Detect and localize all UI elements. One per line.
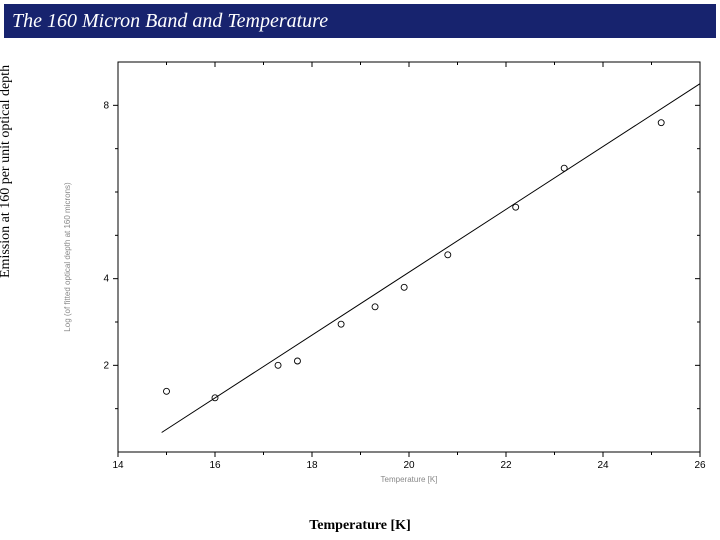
x-axis-label: Temperature [K]	[309, 518, 410, 534]
data-point	[372, 304, 378, 310]
xtick-label: 18	[306, 460, 318, 471]
xtick-label: 26	[694, 460, 706, 471]
xtick-label: 22	[500, 460, 512, 471]
ytick-label: 4	[103, 274, 109, 285]
data-point	[561, 165, 567, 171]
inner-x-label: Temperature [K]	[381, 475, 438, 484]
xtick-label: 24	[597, 460, 609, 471]
chart-svg: 14161820222426248Temperature [K]Log (of …	[40, 50, 712, 500]
title-bar: The 160 Micron Band and Temperature	[4, 4, 716, 38]
xtick-label: 14	[112, 460, 124, 471]
data-point	[445, 252, 451, 258]
data-point	[338, 321, 344, 327]
page-title: The 160 Micron Band and Temperature	[12, 10, 328, 33]
chart: 14161820222426248Temperature [K]Log (of …	[40, 50, 712, 500]
xtick-label: 16	[209, 460, 221, 471]
ytick-label: 2	[103, 360, 109, 371]
inner-y-label: Log (of fitted optical depth at 160 micr…	[63, 182, 72, 332]
fit-line	[162, 84, 700, 433]
data-point	[513, 204, 519, 210]
plot-border	[118, 62, 700, 452]
xtick-label: 20	[403, 460, 415, 471]
data-point	[294, 358, 300, 364]
data-point	[164, 388, 170, 394]
y-axis-label: Emission at 160 per unit optical depth	[0, 65, 14, 278]
ytick-label: 8	[103, 100, 109, 111]
data-point	[401, 284, 407, 290]
data-point	[658, 120, 664, 126]
data-point	[275, 362, 281, 368]
